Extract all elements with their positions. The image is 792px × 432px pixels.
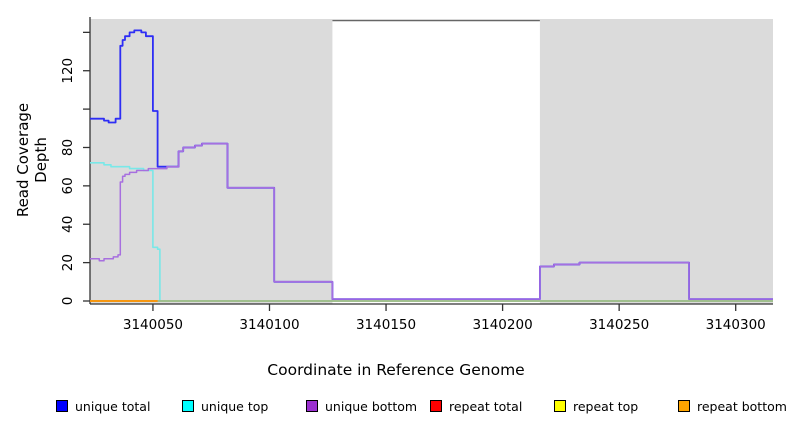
legend-item-unique-top: unique top xyxy=(182,398,268,414)
legend-label: repeat bottom xyxy=(697,398,787,414)
x-axis-title: Coordinate in Reference Genome xyxy=(267,361,525,379)
x-tick-label: 3140150 xyxy=(356,317,416,333)
y-tick-label: 0 xyxy=(60,297,76,306)
series-unique-bottom xyxy=(90,142,773,300)
legend-label: repeat top xyxy=(573,398,639,414)
y-tick-label: 20 xyxy=(60,254,76,271)
series-unique-top xyxy=(90,162,773,302)
y-tick-label: 40 xyxy=(60,216,76,233)
legend-item-unique-bottom: unique bottom xyxy=(306,398,417,414)
x-tick-label: 3140300 xyxy=(706,317,766,333)
legend-swatch-icon xyxy=(430,400,442,412)
legend-swatch-icon xyxy=(678,400,690,412)
legend-swatch-icon xyxy=(56,400,68,412)
y-tick-label: 80 xyxy=(60,139,76,156)
x-tick-label: 3140200 xyxy=(473,317,533,333)
legend-item-repeat-top: repeat top xyxy=(554,398,638,414)
legend-item-repeat-bottom: repeat bottom xyxy=(678,398,787,414)
legend-item-repeat-total: repeat total xyxy=(430,398,522,414)
legend-swatch-icon xyxy=(182,400,194,412)
x-tick-label: 3140050 xyxy=(123,317,183,333)
legend: unique total unique top unique bottom repea… xyxy=(0,398,792,418)
x-tick-label: 3140250 xyxy=(589,317,649,333)
legend-label: unique bottom xyxy=(325,398,418,414)
legend-label: unique total xyxy=(75,398,151,414)
y-tick-label: 120 xyxy=(60,58,76,84)
shaded-region-0 xyxy=(90,19,333,304)
legend-item-unique-total: unique total xyxy=(56,398,150,414)
y-tick-label: 60 xyxy=(60,177,76,194)
shaded-region-1 xyxy=(539,19,773,304)
legend-label: unique top xyxy=(201,398,269,414)
legend-swatch-icon xyxy=(306,400,318,412)
x-tick-label: 3140100 xyxy=(239,317,299,333)
legend-swatch-icon xyxy=(554,400,566,412)
y-axis-title: Read Coverage Depth xyxy=(14,102,50,218)
legend-label: repeat total xyxy=(449,398,523,414)
